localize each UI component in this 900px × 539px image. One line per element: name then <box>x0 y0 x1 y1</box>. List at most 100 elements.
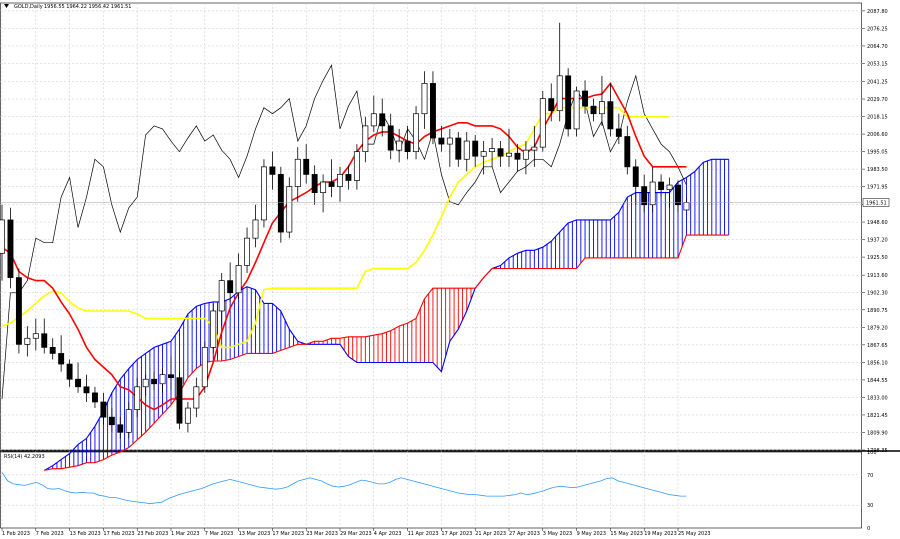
candle <box>108 408 115 433</box>
candle-body-bear <box>15 277 22 345</box>
candle <box>201 341 208 393</box>
date-tick-label: 21 Apr 2023 <box>475 531 506 537</box>
candle-body-bull <box>125 409 132 433</box>
candle-body-bear <box>168 374 174 379</box>
price-tick-label: 2064.70 <box>867 44 888 50</box>
candlesticks <box>0 22 690 439</box>
date-tick-label: 9 May 2023 <box>577 531 606 537</box>
price-tick-label: 1809.90 <box>867 430 888 436</box>
candle <box>218 273 225 327</box>
candle <box>396 128 403 163</box>
candle <box>134 377 141 418</box>
candle-body-bull <box>24 337 31 345</box>
candle <box>379 98 386 137</box>
candle <box>615 113 622 145</box>
current-price-label: 1961.51 <box>866 200 887 206</box>
candle-body-bull <box>142 378 149 388</box>
candle <box>184 401 191 433</box>
candle <box>370 95 377 132</box>
date-tick-label: 13 Mar 2023 <box>239 531 271 537</box>
candle <box>463 131 470 172</box>
candle-body-bull <box>480 151 487 157</box>
candle <box>41 318 48 354</box>
candle-body-bear <box>49 347 56 354</box>
candle-body-bear <box>548 98 555 112</box>
candle <box>252 204 259 248</box>
price-tick-label: 1821.45 <box>867 413 888 419</box>
price-tick-label: 1983.50 <box>867 167 888 173</box>
candle <box>345 165 352 190</box>
candle-body-bull <box>320 181 327 193</box>
candle <box>489 138 496 167</box>
candle-body-bear <box>100 401 107 418</box>
date-tick-label: 1 Mar 2023 <box>171 531 200 537</box>
date-tick-label: 7 Feb 2023 <box>36 531 64 537</box>
date-tick-label: 17 Apr 2023 <box>441 531 472 537</box>
candle <box>430 71 436 145</box>
candle <box>303 144 310 184</box>
candle-body-bear <box>269 166 276 175</box>
date-tick-label: 17 Feb 2023 <box>103 531 134 537</box>
candle-body-bull <box>0 219 5 254</box>
candle-body-bear <box>66 363 73 380</box>
candle <box>573 86 580 137</box>
candle-body-bear <box>58 353 65 365</box>
candle-body-bull <box>666 184 673 190</box>
candle <box>632 159 639 205</box>
candle <box>455 131 462 167</box>
date-tick-label: 29 Mar 2023 <box>340 531 372 537</box>
candle <box>142 374 149 396</box>
candle <box>362 116 369 163</box>
candle <box>75 362 81 393</box>
candle <box>320 174 327 213</box>
candle <box>294 147 301 202</box>
price-tick-label: 2053.15 <box>867 61 888 67</box>
date-tick-label: 3 May 2023 <box>543 531 572 537</box>
date-tick-label: 1 Feb 2023 <box>2 531 30 537</box>
candle-body-bull <box>32 333 39 339</box>
candle-body-bull <box>201 347 208 388</box>
candle-body-bear <box>632 166 639 187</box>
candle-body-bear <box>117 424 124 433</box>
candle <box>497 141 504 167</box>
candle-body-bear <box>615 128 622 137</box>
candle-body-bull <box>539 98 546 148</box>
candle <box>607 83 614 137</box>
candle <box>413 106 420 160</box>
price-tick-label: 1867.65 <box>867 343 888 349</box>
date-tick-label: 27 Apr 2023 <box>509 531 540 537</box>
candle <box>353 144 360 190</box>
candle-body-bear <box>83 386 90 394</box>
candle-body-bear <box>472 140 479 157</box>
date-tick-label: 4 Apr 2023 <box>374 531 402 537</box>
date-tick-label: 13 Feb 2023 <box>70 531 101 537</box>
candle <box>337 166 343 202</box>
candle-body-bear <box>108 416 115 426</box>
candle <box>480 141 487 175</box>
date-tick-label: 11 Apr 2023 <box>408 531 439 537</box>
candle-body-bear <box>41 333 48 348</box>
candle-body-bull <box>396 140 403 151</box>
candle <box>15 268 22 354</box>
candle <box>261 159 267 228</box>
date-tick-label: 17 Mar 2023 <box>272 531 304 537</box>
candle-body-bull <box>683 202 690 211</box>
candle-body-bear <box>641 186 648 206</box>
candle <box>32 318 39 351</box>
candle <box>168 356 174 390</box>
menu-triangle-icon[interactable] <box>4 4 9 8</box>
rsi-level-label: 30 <box>867 503 873 509</box>
rsi-frame <box>0 451 862 529</box>
candle-body-bull <box>193 386 200 409</box>
candle-body-bear <box>303 158 310 175</box>
price-tick-label: 1833.00 <box>867 395 888 401</box>
candle <box>7 207 14 289</box>
candle-body-bear <box>582 90 589 107</box>
candle-body-bull <box>446 137 453 145</box>
candle-body-bull <box>337 174 343 187</box>
price-tick-label: 1913.60 <box>867 273 888 279</box>
candle-body-bull <box>506 152 512 157</box>
candle-body-bear <box>430 83 436 139</box>
